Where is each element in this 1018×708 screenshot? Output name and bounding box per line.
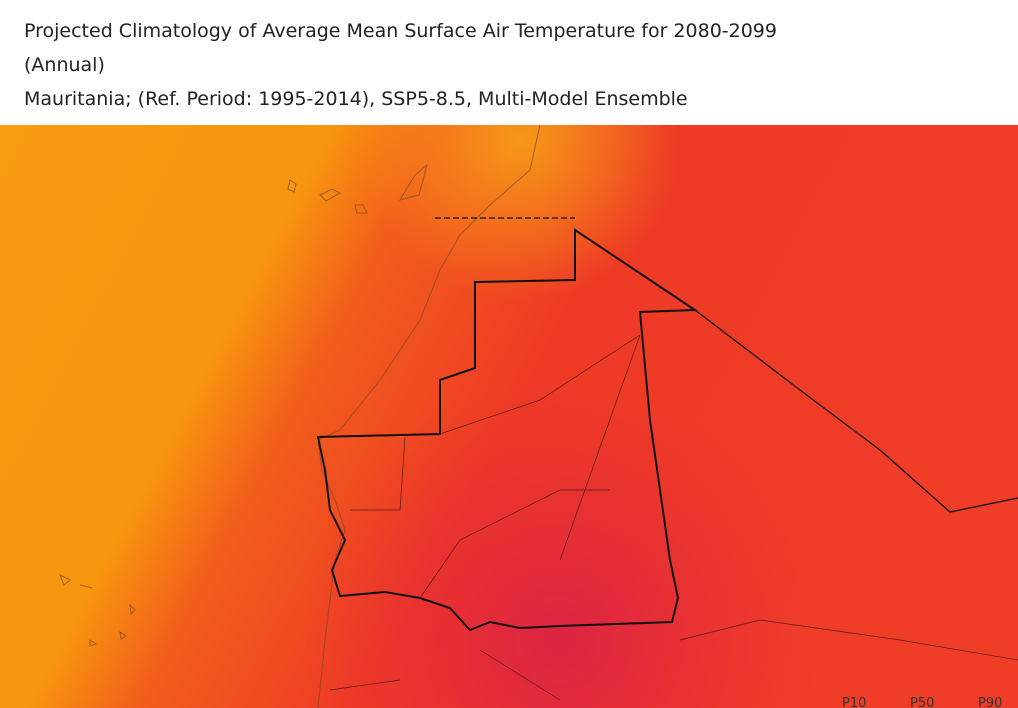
cool-area — [0, 125, 1018, 708]
legend-label: P90 — [978, 696, 1002, 708]
borders — [316, 217, 1018, 701]
title: Projected Climatology of Average Mean Su… — [24, 20, 777, 42]
header: Projected Climatology of Average Mean Su… — [24, 14, 777, 116]
map: P10 P50 P90 — [0, 125, 1018, 708]
subtitle: Mauritania; (Ref. Period: 1995-2014), SS… — [24, 88, 688, 110]
legend-label: P50 — [910, 696, 934, 708]
period: (Annual) — [24, 54, 105, 76]
legend-label: P10 — [842, 696, 866, 708]
legend: P10 P50 P90 — [842, 696, 1002, 708]
coastline — [59, 125, 541, 708]
